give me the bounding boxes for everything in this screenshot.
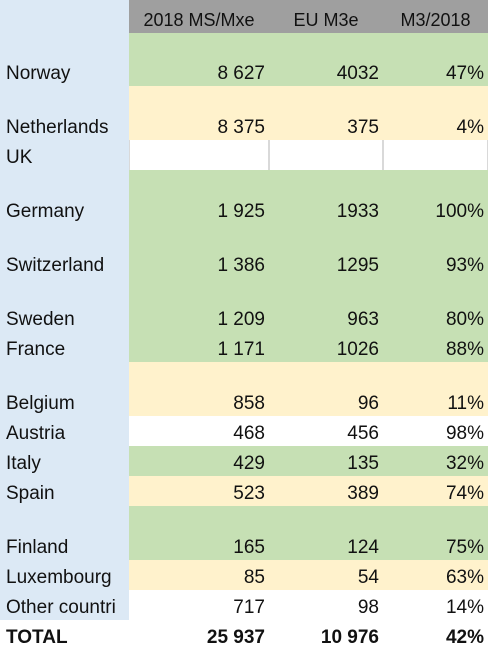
m3-ratio-cell[interactable]: 32%: [383, 446, 488, 476]
country-cell[interactable]: Germany: [0, 170, 129, 224]
ms-2018-cell[interactable]: 858: [129, 362, 269, 416]
table-row: Norway 8 627 4032 47%: [0, 33, 488, 86]
m3-ratio-cell[interactable]: 88%: [383, 332, 488, 362]
header-eu-m3e[interactable]: EU M3e: [269, 0, 383, 33]
ms-2018-cell[interactable]: 468: [129, 416, 269, 446]
m3-ratio-cell[interactable]: 100%: [383, 170, 488, 224]
header-ms-2018[interactable]: 2018 MS/Mxe: [129, 0, 269, 33]
eu-m3e-cell[interactable]: 1933: [269, 170, 383, 224]
m3-ratio-cell[interactable]: 75%: [383, 506, 488, 560]
country-cell[interactable]: Sweden: [0, 278, 129, 332]
table-row: Luxembourg 85 54 63%: [0, 560, 488, 590]
table-row: Switzerland 1 386 1295 93%: [0, 224, 488, 278]
ms-2018-cell[interactable]: 1 925: [129, 170, 269, 224]
ms-2018-cell[interactable]: 8 375: [129, 86, 269, 140]
header-row: 2018 MS/Mxe EU M3e M3/2018: [0, 0, 488, 33]
table-row: Belgium 858 96 11%: [0, 362, 488, 416]
table-row: Austria 468 456 98%: [0, 416, 488, 446]
eu-m3e-cell[interactable]: [269, 140, 383, 170]
eu-m3e-cell[interactable]: 98: [269, 590, 383, 620]
total-row: TOTAL 25 937 10 976 42%: [0, 620, 488, 650]
m3-ratio-cell[interactable]: 74%: [383, 476, 488, 506]
country-cell[interactable]: Spain: [0, 476, 129, 506]
m3-ratio-cell[interactable]: [383, 140, 488, 170]
eu-m3e-cell[interactable]: 1026: [269, 332, 383, 362]
table-row: Germany 1 925 1933 100%: [0, 170, 488, 224]
m3-ratio-cell[interactable]: 80%: [383, 278, 488, 332]
m3-ratio-cell[interactable]: 47%: [383, 33, 488, 86]
eu-m3e-cell[interactable]: 1295: [269, 224, 383, 278]
eu-m3e-cell[interactable]: 96: [269, 362, 383, 416]
ms-2018-cell[interactable]: 1 209: [129, 278, 269, 332]
country-cell[interactable]: Italy: [0, 446, 129, 476]
table-row: Italy 429 135 32%: [0, 446, 488, 476]
m3-ratio-cell[interactable]: 11%: [383, 362, 488, 416]
eu-m3e-cell[interactable]: 124: [269, 506, 383, 560]
country-cell[interactable]: UK: [0, 140, 129, 170]
m3-ratio-cell[interactable]: 93%: [383, 224, 488, 278]
m3-ratio-cell[interactable]: 63%: [383, 560, 488, 590]
header-m3-2018[interactable]: M3/2018: [383, 0, 488, 33]
ms-2018-cell[interactable]: 717: [129, 590, 269, 620]
total-pct[interactable]: 42%: [383, 620, 488, 650]
eu-m3e-cell[interactable]: 375: [269, 86, 383, 140]
country-cell[interactable]: Luxembourg: [0, 560, 129, 590]
country-cell[interactable]: Belgium: [0, 362, 129, 416]
table-row: Netherlands 8 375 375 4%: [0, 86, 488, 140]
m3-ratio-cell[interactable]: 98%: [383, 416, 488, 446]
ms-2018-cell[interactable]: 523: [129, 476, 269, 506]
total-ms[interactable]: 25 937: [129, 620, 269, 650]
header-corner-cell[interactable]: [0, 0, 129, 33]
ms-2018-cell[interactable]: 1 386: [129, 224, 269, 278]
country-cell[interactable]: Switzerland: [0, 224, 129, 278]
table-row: Sweden 1 209 963 80%: [0, 278, 488, 332]
country-cell[interactable]: Other countri: [0, 590, 129, 620]
eu-m3e-cell[interactable]: 54: [269, 560, 383, 590]
ms-2018-cell[interactable]: 8 627: [129, 33, 269, 86]
table-row: Finland 165 124 75%: [0, 506, 488, 560]
total-eu[interactable]: 10 976: [269, 620, 383, 650]
ms-2018-cell[interactable]: 429: [129, 446, 269, 476]
eu-m3e-cell[interactable]: 456: [269, 416, 383, 446]
eu-m3e-cell[interactable]: 135: [269, 446, 383, 476]
eu-m3e-cell[interactable]: 389: [269, 476, 383, 506]
country-cell[interactable]: France: [0, 332, 129, 362]
total-label[interactable]: TOTAL: [0, 620, 129, 650]
country-cell[interactable]: Netherlands: [0, 86, 129, 140]
country-cell[interactable]: Austria: [0, 416, 129, 446]
m3-ratio-cell[interactable]: 14%: [383, 590, 488, 620]
ms-2018-cell[interactable]: 1 171: [129, 332, 269, 362]
eu-m3e-cell[interactable]: 963: [269, 278, 383, 332]
ms-2018-cell[interactable]: [129, 140, 269, 170]
country-cell[interactable]: Finland: [0, 506, 129, 560]
country-cell[interactable]: Norway: [0, 33, 129, 86]
table-row: Spain 523 389 74%: [0, 476, 488, 506]
table-row: France 1 171 1026 88%: [0, 332, 488, 362]
ms-2018-cell[interactable]: 165: [129, 506, 269, 560]
ms-2018-cell[interactable]: 85: [129, 560, 269, 590]
table-row: UK: [0, 140, 488, 170]
m3-ratio-cell[interactable]: 4%: [383, 86, 488, 140]
table-row: Other countri 717 98 14%: [0, 590, 488, 620]
eu-m3e-cell[interactable]: 4032: [269, 33, 383, 86]
